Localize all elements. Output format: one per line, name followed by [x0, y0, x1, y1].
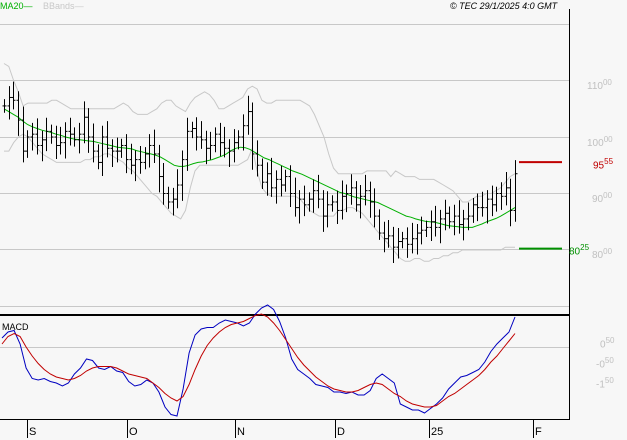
support-level-label: 8025 — [569, 243, 590, 258]
macd-tick-label: -150 — [596, 376, 614, 391]
x-tick-label: 25 — [431, 426, 444, 438]
x-tick-label: N — [237, 426, 245, 438]
y-tick-label: 9000 — [592, 191, 613, 205]
copyright-timestamp: © TEC 29/1/2025 4:0 GMT — [450, 1, 558, 11]
resistance-level-label: 9555 — [593, 157, 614, 172]
x-tick-label: O — [129, 426, 138, 438]
x-tick-label: D — [337, 426, 345, 438]
y-tick-label: 8000 — [592, 247, 613, 261]
x-tick-label: F — [535, 426, 542, 438]
y-tick-label: 10000 — [587, 135, 613, 149]
macd-panel-title: MACD — [2, 322, 29, 332]
legend-bbands: BBands— — [43, 1, 84, 11]
macd-tick-label: 050 — [600, 336, 615, 351]
macd-tick-label: -050 — [596, 356, 614, 371]
y-tick-label: 11000 — [587, 78, 612, 92]
legend: MA20— BBands— — [0, 0, 84, 12]
legend-ma20: MA20— — [0, 1, 33, 11]
x-tick-label: S — [29, 426, 37, 438]
